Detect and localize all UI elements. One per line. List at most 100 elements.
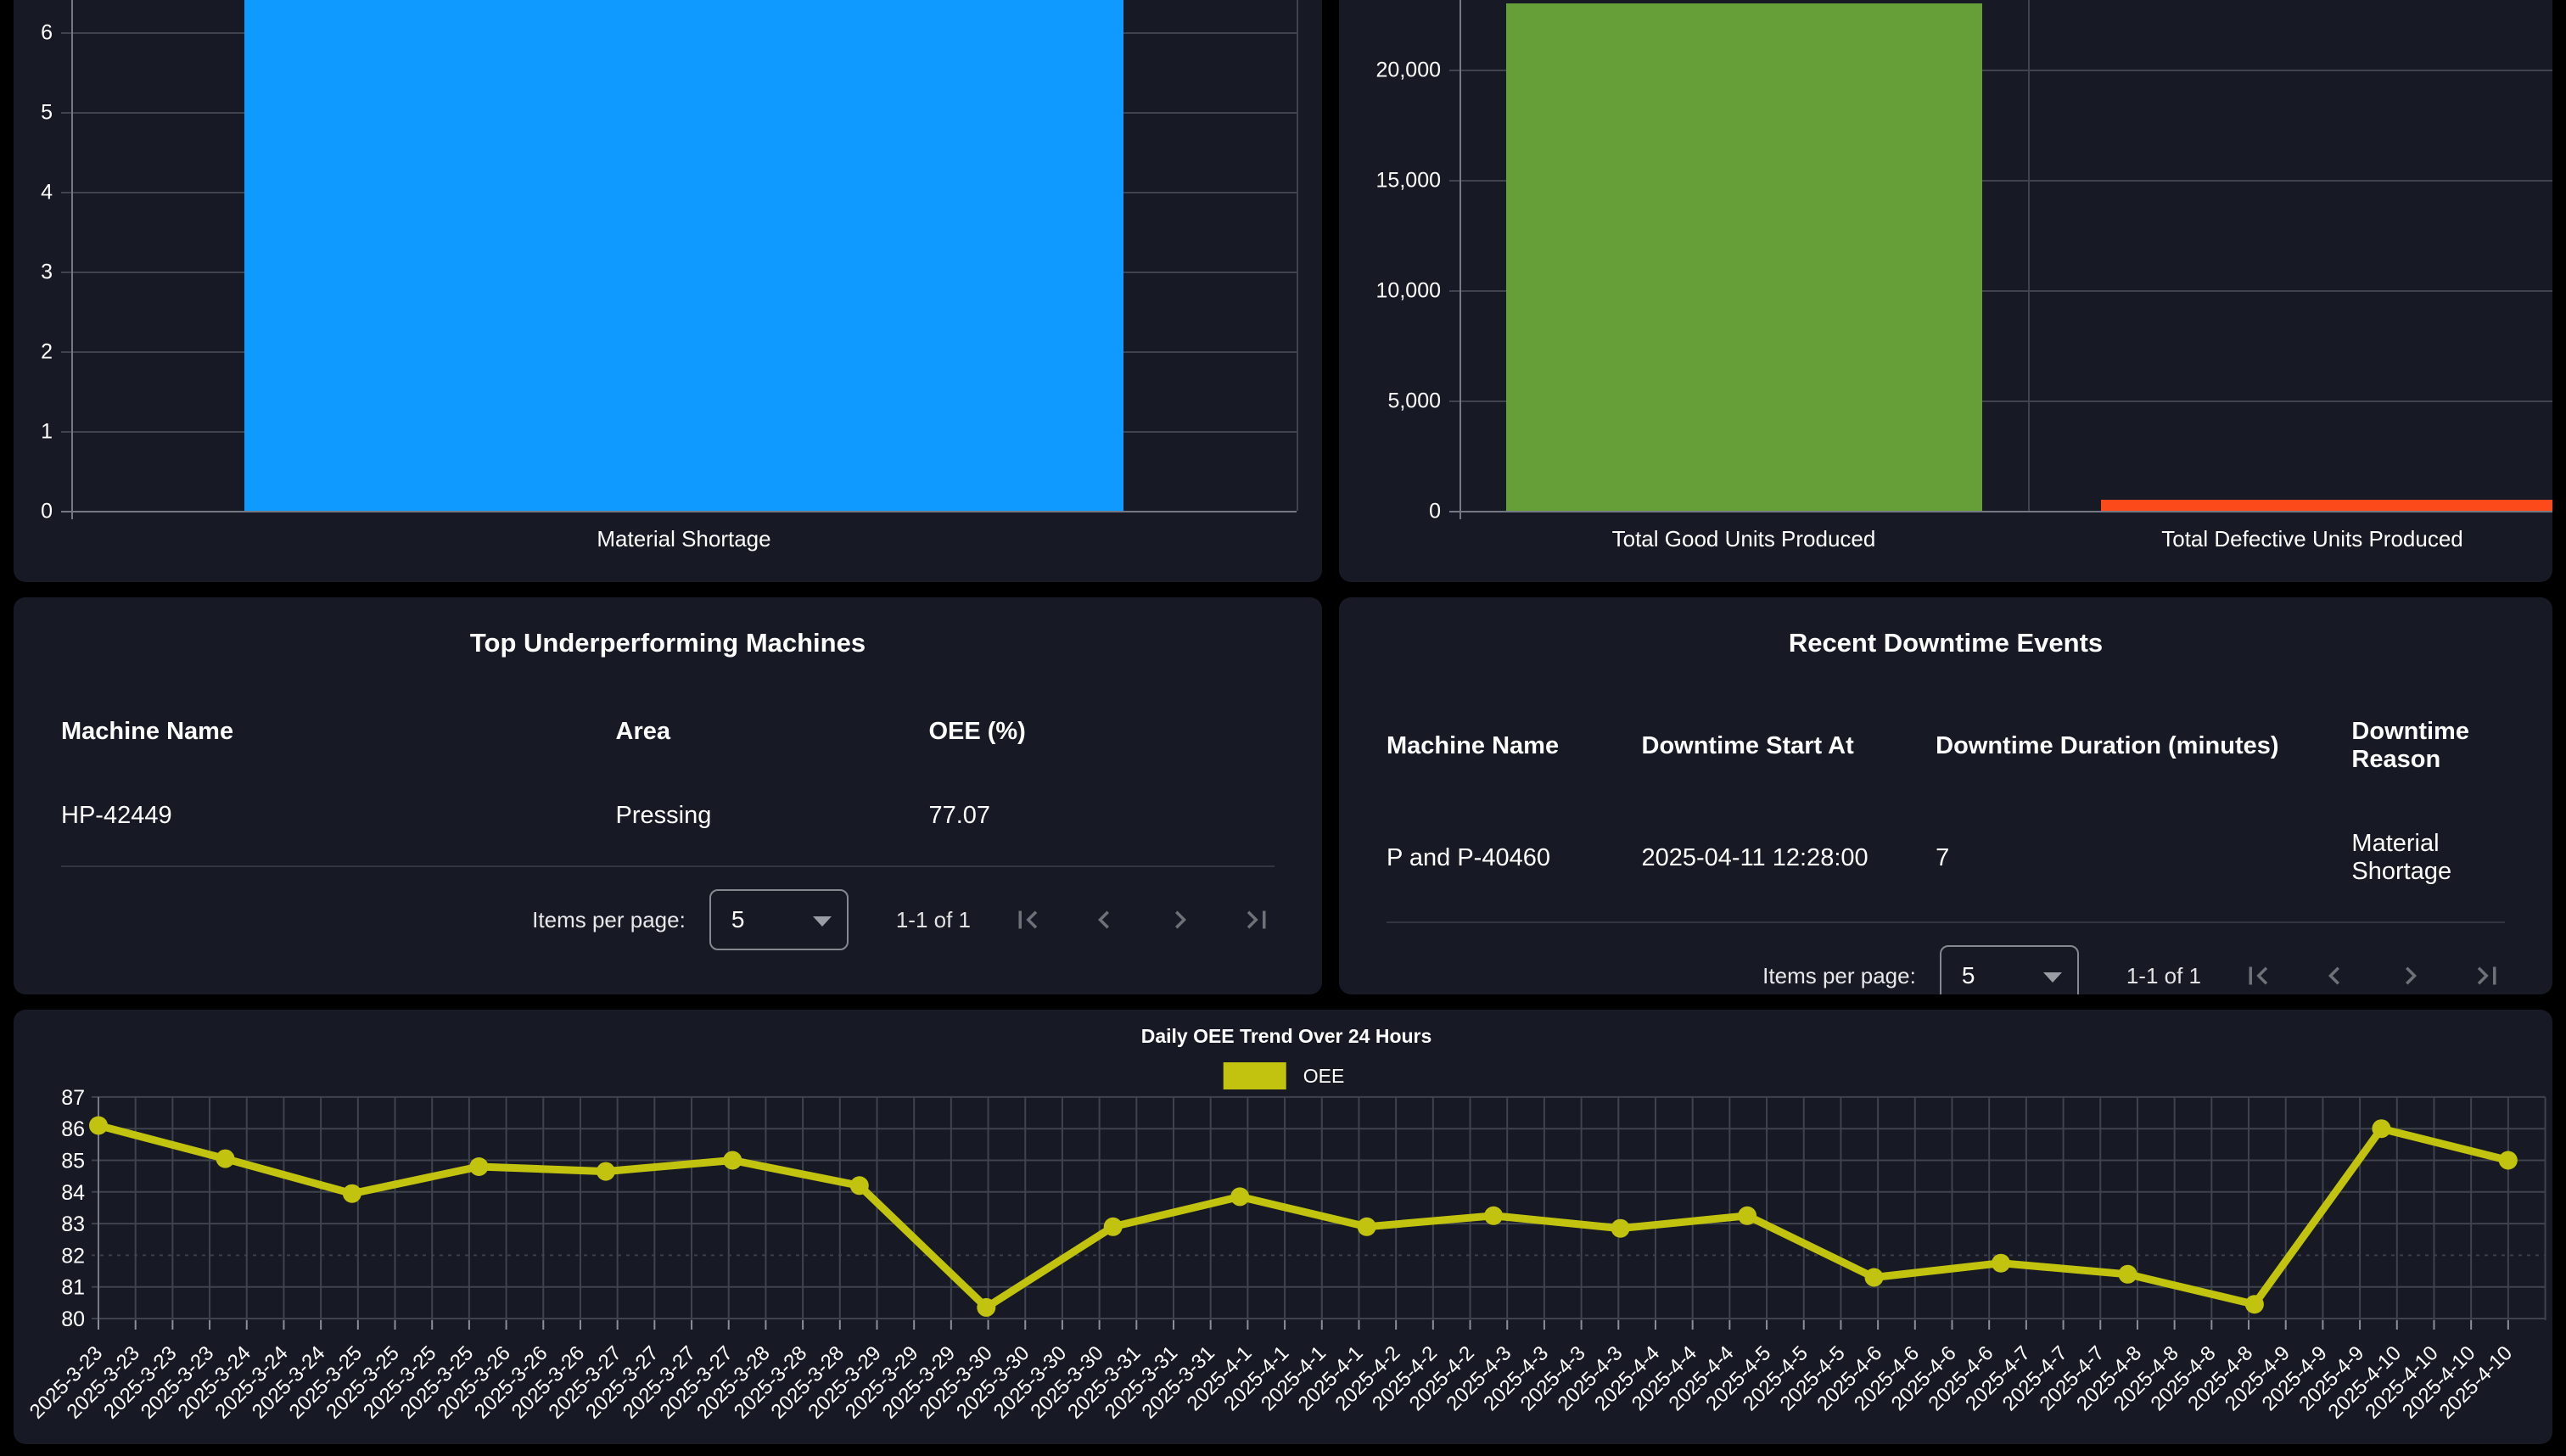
bar-total-defective-units-produced <box>2101 500 2552 511</box>
y-axis-tick-label: 86 <box>61 1117 85 1141</box>
previous-page-icon[interactable] <box>1086 902 1122 938</box>
column-header: Downtime Reason <box>2351 718 2469 773</box>
y-axis-tick-label: 0 <box>1429 499 1441 524</box>
items-per-page-select[interactable]: 5 <box>1939 945 2079 994</box>
chevron-down-icon <box>2042 972 2062 983</box>
y-axis-tick-label: 84 <box>61 1181 85 1205</box>
units-produced-chart-card: 0 5,000 10,000 15,000 20,000 Total Good Units… <box>1339 0 2552 582</box>
y-axis-tick-label: 82 <box>61 1244 85 1268</box>
data-point-2025-3-23[interactable] <box>89 1116 108 1135</box>
y-axis-line <box>71 0 73 519</box>
y-axis-tick-label: 15,000 <box>1375 168 1441 193</box>
table-cell: Material Shortage <box>2351 798 2505 923</box>
data-point-2025-4-8[interactable] <box>2118 1264 2137 1284</box>
y-axis-tick-label: 6 <box>41 20 53 45</box>
first-page-icon[interactable] <box>2240 958 2276 994</box>
data-point-2025-4-5[interactable] <box>1738 1206 1757 1225</box>
y-axis-tick-label: 81 <box>61 1276 85 1300</box>
category-boundary-gridline <box>1297 0 1298 511</box>
column-header: Downtime Start At <box>1641 731 1854 759</box>
data-point-2025-4-3[interactable] <box>1484 1206 1504 1225</box>
table-header-row: Machine Name Downtime Start At Downtime Du… <box>1387 699 2505 798</box>
chevron-down-icon <box>812 916 832 927</box>
legend-label: OEE <box>1303 1064 1345 1087</box>
y-axis-tick-label: 5,000 <box>1387 389 1441 413</box>
table-cell: 2025-04-11 12:28:00 <box>1641 798 1936 923</box>
data-point-2025-3-27[interactable] <box>596 1162 615 1181</box>
y-axis-tick-label: 83 <box>61 1212 85 1236</box>
y-axis-tick-label: 0 <box>41 499 53 524</box>
paginator-buttons <box>2240 958 2505 994</box>
table-cell: Pressing <box>615 770 929 867</box>
oee-line <box>97 1122 2509 1312</box>
y-axis-tick-label: 85 <box>61 1150 85 1173</box>
y-axis-tick-label: 1 <box>41 419 53 444</box>
column-header: Machine Name <box>61 718 234 745</box>
table-cell: P and P-40460 <box>1387 798 1642 923</box>
category-boundary-gridline <box>2028 0 2030 511</box>
data-point-2025-4-2[interactable] <box>1357 1217 1376 1236</box>
y-axis-tick-label: 10,000 <box>1375 278 1441 303</box>
y-axis-line <box>1459 0 1461 519</box>
card-title: Recent Downtime Events <box>1788 628 2104 658</box>
data-point-2025-4-7[interactable] <box>1992 1253 2010 1273</box>
data-point-2025-4-10[interactable] <box>2372 1119 2391 1139</box>
table-paginator: Items per page: 5 1-1 of 1 <box>61 879 1275 960</box>
legend-swatch <box>1223 1062 1286 1089</box>
table-row[interactable]: HP-42449 Pressing 77.07 <box>61 770 1275 867</box>
y-gridline <box>1449 511 2552 512</box>
items-per-page-label: Items per page: <box>532 906 686 932</box>
y-gridline <box>1449 290 2552 292</box>
chart-legend[interactable]: OEE <box>1223 1062 1345 1089</box>
table-paginator: Items per page: 5 1-1 of 1 <box>1387 935 2505 994</box>
first-page-icon[interactable] <box>1010 902 1045 938</box>
data-point-2025-3-31[interactable] <box>1103 1217 1123 1236</box>
data-point-2025-4-1[interactable] <box>1230 1187 1250 1207</box>
items-per-page-select[interactable]: 5 <box>709 889 849 950</box>
last-page-icon[interactable] <box>1239 902 1275 938</box>
data-point-2025-3-25[interactable] <box>342 1184 361 1203</box>
chart-title: Daily OEE Trend Over 24 Hours <box>1140 1025 1432 1047</box>
last-page-icon[interactable] <box>2469 958 2505 994</box>
table-cell: 7 <box>1936 798 2352 923</box>
data-point-2025-3-26[interactable] <box>469 1157 489 1176</box>
oee-trend-chart-card: Daily OEE Trend Over 24 Hours OEE 87 86 85… <box>14 1010 2552 1444</box>
downtime-reason-chart-card: 0 1 2 3 4 5 6 Material Shortage <box>14 0 1322 582</box>
next-page-icon[interactable] <box>2393 958 2429 994</box>
y-axis-tick-label: 5 <box>41 100 53 125</box>
column-header: Downtime Duration (minutes) <box>1936 731 2279 759</box>
page-range-label: 1-1 of 1 <box>2126 962 2201 988</box>
y-gridline <box>1449 180 2552 182</box>
oee-line-chart: 87868584838281802025-3-232025-3-232025-3… <box>25 1086 2546 1424</box>
items-per-page-value: 5 <box>1961 962 1975 988</box>
data-point-2025-3-29[interactable] <box>849 1176 869 1196</box>
data-point-2025-3-28[interactable] <box>723 1151 742 1170</box>
previous-page-icon[interactable] <box>2317 958 2352 994</box>
paginator-buttons <box>1010 902 1275 938</box>
bar-material-shortage <box>244 0 1123 511</box>
table-cell: 77.07 <box>928 770 1275 867</box>
table-row[interactable]: P and P-40460 2025-04-11 12:28:00 7 Materia… <box>1387 798 2505 923</box>
table-cell: HP-42449 <box>61 770 616 867</box>
y-gridline <box>1449 400 2552 402</box>
y-axis-tick-label: 87 <box>61 1086 85 1110</box>
next-page-icon[interactable] <box>1163 902 1198 938</box>
data-point-2025-4-11[interactable] <box>2498 1151 2518 1170</box>
items-per-page-label: Items per page: <box>1762 962 1916 988</box>
card-title: Top Underperforming Machines <box>469 628 866 658</box>
data-point-2025-4-9[interactable] <box>2244 1295 2264 1314</box>
data-point-2025-3-30[interactable] <box>977 1297 996 1317</box>
data-point-2025-4-4[interactable] <box>1611 1218 1630 1238</box>
data-point-2025-4-6[interactable] <box>1864 1268 1884 1287</box>
underperforming-machines-table: Machine Name Area OEE (%) HP-42449 Pressing 7… <box>61 699 1275 867</box>
y-axis-tick-label: 2 <box>41 339 53 364</box>
y-gridline <box>61 511 1297 512</box>
column-header: OEE (%) <box>928 718 1026 745</box>
items-per-page-value: 5 <box>731 906 745 932</box>
y-axis-tick-label: 4 <box>41 180 53 204</box>
x-axis-category-label: Total Defective Units Produced <box>2161 526 2463 552</box>
x-axis-category-label: Material Shortage <box>597 526 771 552</box>
recent-downtime-events-card: Recent Downtime Events Machine Name Downt… <box>1339 597 2552 994</box>
bar-total-good-units-produced <box>1506 3 1982 511</box>
data-point-2025-3-24[interactable] <box>216 1149 235 1168</box>
